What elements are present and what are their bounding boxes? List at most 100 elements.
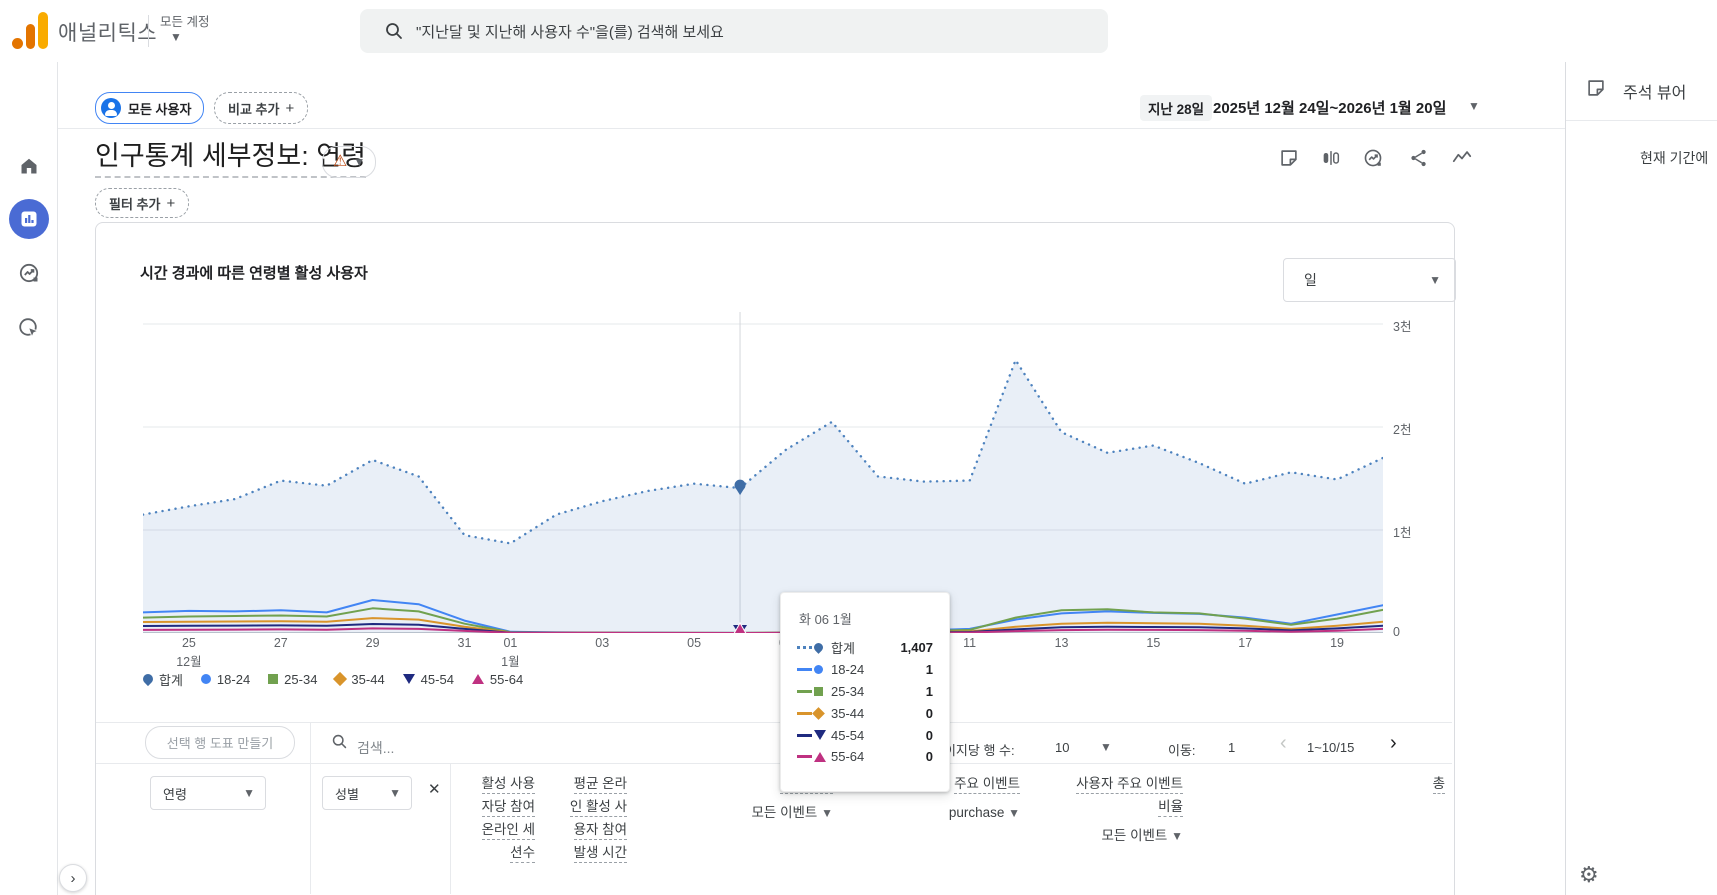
panel-title: 주석 뷰어 xyxy=(1623,85,1687,102)
settings-icon[interactable]: ⚙ xyxy=(1579,862,1599,887)
metric-header-line: 용자 참여 xyxy=(527,818,627,841)
plot-rows-button[interactable]: 선택 행 도표 만들기 xyxy=(145,726,295,759)
metric-event-selector[interactable]: 모든 이벤트 ▼ xyxy=(1101,828,1184,843)
warning-icon: ⚠ xyxy=(333,153,348,170)
metric-event-selector[interactable]: 모든 이벤트 ▼ xyxy=(751,805,834,820)
tooltip-marker xyxy=(797,706,831,720)
metric-header-line: 비율 xyxy=(1023,795,1183,818)
tooltip-value: 0 xyxy=(925,749,933,765)
legend-item[interactable]: 55-64 xyxy=(471,672,523,687)
annotations-panel: 주석 뷰어 현재 기간에 ⚙ xyxy=(1565,62,1717,895)
plus-icon: + xyxy=(285,99,295,117)
search-icon xyxy=(386,23,402,39)
y-axis-label: 3천 xyxy=(1393,320,1412,334)
tooltip-value: 0 xyxy=(925,727,933,743)
x-axis-label: 31 xyxy=(457,636,472,650)
x-axis-label: 05 xyxy=(687,636,702,650)
plus-icon: + xyxy=(166,194,176,212)
app-title: 애널리틱스 xyxy=(58,22,158,45)
explore-icon[interactable] xyxy=(17,261,41,285)
primary-dimension-select[interactable]: 연령 ▼ xyxy=(150,776,266,810)
divider xyxy=(96,763,1452,764)
date-range-picker[interactable]: 2025년 12월 24일~2026년 1월 20일 xyxy=(1213,100,1447,117)
series-line xyxy=(797,711,812,715)
audience-chip[interactable]: 모든 사용자 xyxy=(95,92,205,124)
tooltip-label: 45-54 xyxy=(831,727,865,743)
global-search[interactable]: "지난달 및 지난해 사용자 수"을(를) 검색해 보세요 xyxy=(360,9,1108,53)
divider xyxy=(310,763,311,894)
account-selector[interactable]: 모든 계정 xyxy=(160,15,210,29)
line-chart[interactable] xyxy=(143,312,1383,633)
secondary-dimension-select[interactable]: 성별 ▼ xyxy=(322,776,412,810)
table-search-input[interactable]: 검색... xyxy=(357,740,395,756)
tooltip-value: 0 xyxy=(925,705,933,721)
metric-header-line: 자당 참여 xyxy=(435,795,535,818)
insights-icon[interactable] xyxy=(1362,147,1384,169)
x-axis-label: 29 xyxy=(365,636,380,650)
share-icon[interactable] xyxy=(1408,147,1430,169)
legend-label: 35-44 xyxy=(351,671,385,687)
rows-per-page-value[interactable]: 10 xyxy=(1055,740,1070,755)
data-warning-button[interactable]: ⚠ ▼ xyxy=(322,146,377,178)
previous-page-icon[interactable]: ‹ xyxy=(1280,732,1287,754)
tooltip-date: 화 06 1월 xyxy=(799,612,852,627)
divider xyxy=(96,722,1452,723)
tooltip-row: 25-34 1 xyxy=(797,681,933,703)
legend-label: 18-24 xyxy=(216,671,251,687)
tooltip-label: 35-44 xyxy=(831,705,865,721)
legend-item[interactable]: 25-34 xyxy=(268,672,317,687)
legend-item[interactable]: 합계 xyxy=(140,670,183,689)
metric-column-header[interactable]: 총 xyxy=(1345,772,1445,795)
tooltip-value: 1 xyxy=(925,683,933,699)
note-icon[interactable] xyxy=(1278,147,1300,169)
search-placeholder: "지난달 및 지난해 사용자 수"을(를) 검색해 보세요 xyxy=(416,24,724,41)
legend-label: 합계 xyxy=(159,672,183,688)
metric-header-line: 발생 시간 xyxy=(527,841,627,864)
divider xyxy=(148,15,149,47)
metric-column-header[interactable]: 평균 온라 인 활성 사 용자 참여 발생 시간 xyxy=(527,772,627,864)
add-comparison-chip[interactable]: 비교 추가 + xyxy=(214,92,309,124)
x-axis-label: 03 xyxy=(595,636,610,650)
add-filter-chip[interactable]: 필터 추가 + xyxy=(95,188,190,218)
tooltip-marker xyxy=(797,730,831,741)
series-line xyxy=(797,689,812,693)
legend-item[interactable]: 45-54 xyxy=(402,672,454,687)
tooltip-label: 55-64 xyxy=(831,749,865,765)
series-line xyxy=(797,755,812,759)
tooltip-value: 1,407 xyxy=(900,640,933,656)
metric-column-header[interactable]: 사용자 주요 이벤트 비율 모든 이벤트 ▼ xyxy=(1023,772,1183,848)
metric-column-header[interactable]: 주요 이벤트 purchase ▼ xyxy=(880,772,1020,825)
chevron-down-icon[interactable]: ▼ xyxy=(1468,99,1480,113)
x-axis-label: 15 xyxy=(1146,636,1161,650)
x-axis-label: 27 xyxy=(273,636,288,650)
advertising-icon[interactable] xyxy=(17,316,41,340)
home-icon[interactable] xyxy=(17,154,41,178)
granularity-select[interactable]: 일 ▼ xyxy=(1283,258,1456,302)
next-page-icon[interactable]: › xyxy=(1390,732,1397,754)
metric-column-header[interactable]: 활성 사용 자당 참여 온라인 세 션수 xyxy=(435,772,535,864)
note-icon xyxy=(1588,80,1604,96)
tooltip-label: 합계 xyxy=(831,641,855,657)
legend-item[interactable]: 35-44 xyxy=(333,671,385,687)
goto-page-value[interactable]: 1 xyxy=(1228,740,1236,755)
chevron-down-icon[interactable]: ▼ xyxy=(1100,740,1112,754)
legend-marker-triangle-down xyxy=(814,730,826,741)
sparkline-icon[interactable] xyxy=(1451,147,1473,169)
x-axis-label: 25 xyxy=(181,636,196,650)
nav-expander-button[interactable]: › xyxy=(59,864,87,892)
chart-tooltip: 화 06 1월 합계 1,407 18-24 1 25-34 1 35-44 0 45-54 0 5… xyxy=(780,592,950,792)
metric-event-selector[interactable]: purchase ▼ xyxy=(948,805,1020,820)
chart-title: 시간 경과에 따른 연령별 활성 사용자 xyxy=(140,265,368,282)
x-axis-label: 13 xyxy=(1054,636,1069,650)
series-line xyxy=(797,733,812,737)
date-range-preset: 지난 28일 xyxy=(1140,95,1213,121)
y-axis-label: 2천 xyxy=(1393,423,1412,437)
annotations-empty-text: 현재 기간에 xyxy=(1640,150,1709,166)
left-nav: ⚙ xyxy=(0,62,58,895)
legend-item[interactable]: 18-24 xyxy=(200,671,251,687)
chevron-down-icon[interactable]: ▼ xyxy=(170,30,182,44)
remove-dimension-button[interactable]: ✕ xyxy=(428,781,441,798)
reports-icon[interactable] xyxy=(9,199,49,239)
legend-marker-square xyxy=(268,674,279,684)
compare-icon[interactable] xyxy=(1320,147,1342,169)
